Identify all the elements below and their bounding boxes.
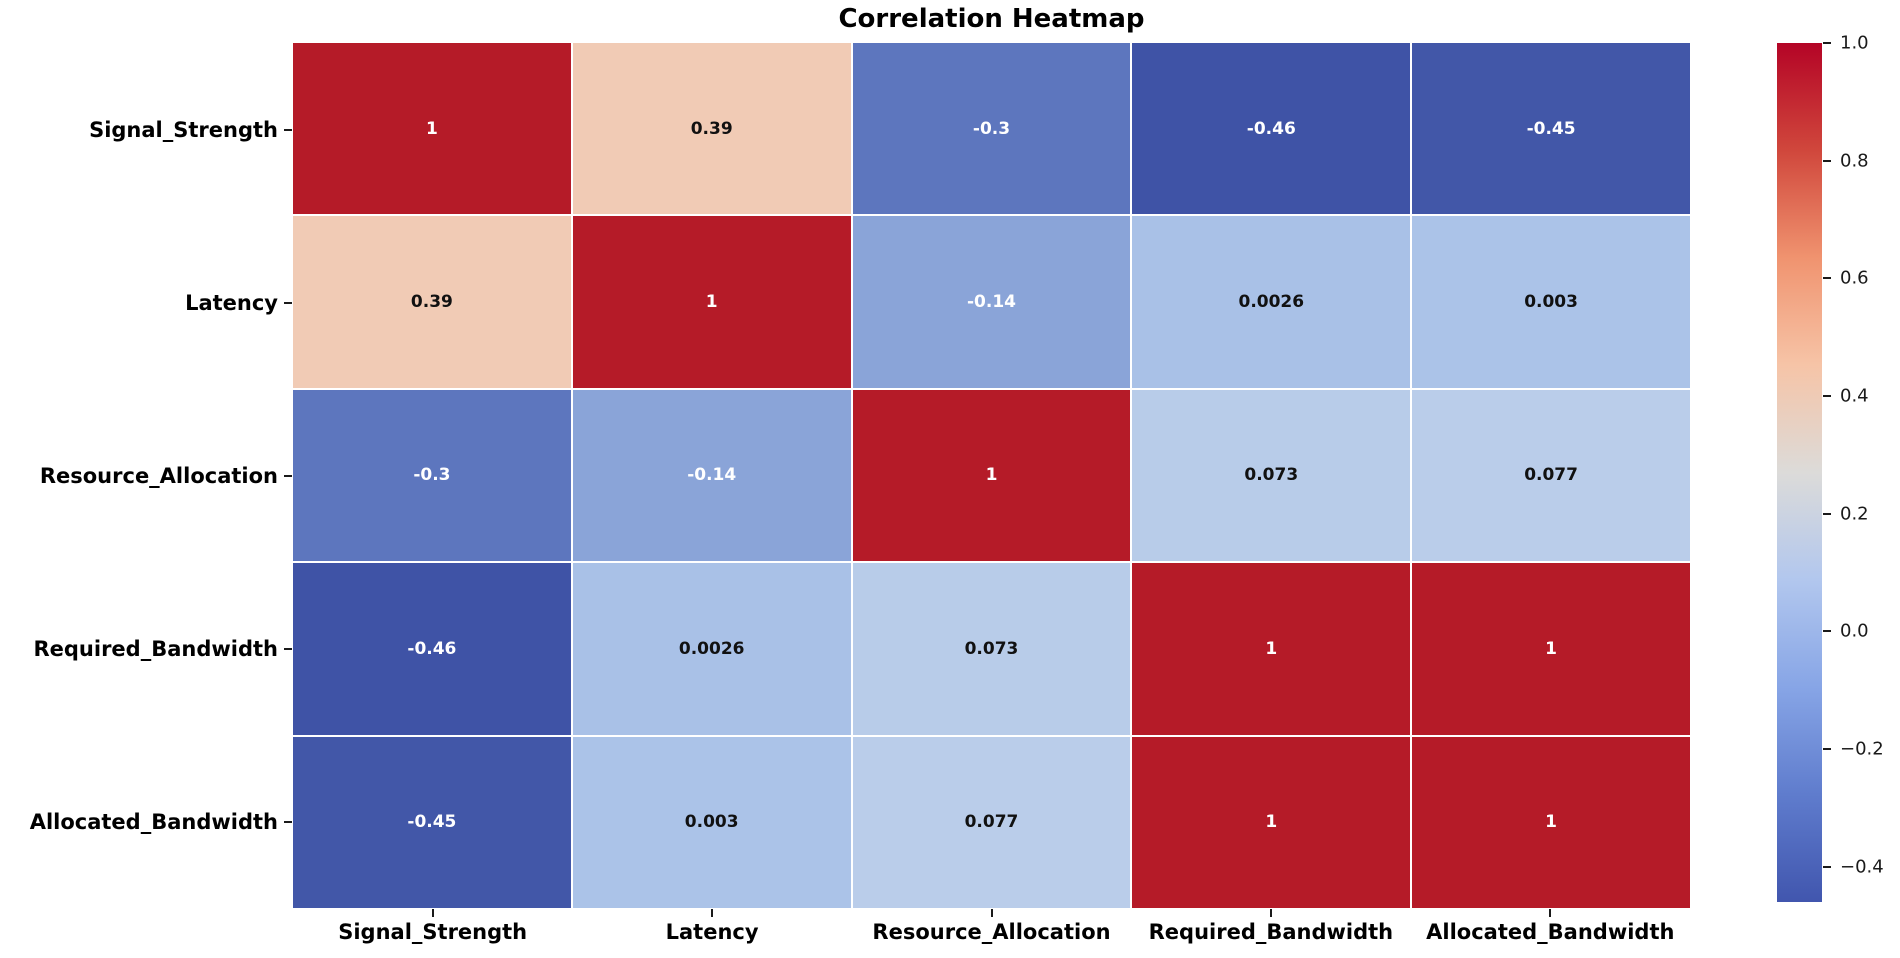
heatmap-cell-Signal_Strength-Signal_Strength: 1 [293,43,571,215]
heatmap-cell-Resource_Allocation-Allocated_Bandwidth: 0.077 [1412,389,1690,562]
x-tick-label-Signal_Strength: Signal_Strength [338,920,528,944]
y-tick-mark [284,647,292,650]
colorbar-tick-label-0.6: 0.6 [1840,267,1869,289]
heatmap-cell-Resource_Allocation-Resource_Allocation: 1 [852,389,1131,562]
colorbar-tick-mark [1823,42,1831,44]
colorbar-tick-mark [1823,630,1831,633]
x-tick-label-Required_Bandwidth: Required_Bandwidth [1148,920,1394,944]
y-tick-label-Latency: Latency [185,290,278,315]
x-tick-label-Resource_Allocation: Resource_Allocation [872,920,1111,944]
heatmap-cell-Required_Bandwidth-Resource_Allocation: 0.073 [852,563,1131,735]
heatmap-cell-Resource_Allocation-Latency: -0.14 [572,389,851,562]
colorbar-tick-mark [1823,512,1831,515]
heatmap-cell-Latency-Resource_Allocation: -0.14 [852,216,1131,388]
heatmap-cell-Required_Bandwidth-Signal_Strength: -0.46 [293,563,571,735]
heatmap-cell-Allocated_Bandwidth-Required_Bandwidth: 1 [1132,736,1411,908]
heatmap-grid: 1 0.39 -0.3 -0.46 -0.45 0.39 1 -0.14 0.0026 0.003… [293,43,1690,908]
heatmap-cell-Latency-Required_Bandwidth: 0.0026 [1132,216,1411,388]
y-tick-label-Signal_Strength: Signal_Strength [89,117,278,142]
x-tick-mark [711,909,714,917]
colorbar-tick-label-−0.4: −0.4 [1840,856,1884,878]
y-tick-mark [284,474,292,477]
heatmap-cell-Required_Bandwidth-Latency: 0.0026 [572,563,851,735]
colorbar-tick-mark [1823,865,1831,868]
chart-title: Correlation Heatmap [838,4,1145,34]
x-tick-mark [1269,909,1272,917]
heatmap-cell-Resource_Allocation-Signal_Strength: -0.3 [293,389,571,562]
colorbar-tick-mark [1823,159,1831,162]
heatmap-cell-Signal_Strength-Resource_Allocation: -0.3 [852,43,1131,215]
heatmap-cell-Latency-Allocated_Bandwidth: 0.003 [1412,216,1690,388]
heatmap-cell-Required_Bandwidth-Allocated_Bandwidth: 1 [1412,563,1690,735]
colorbar-tick-label-0.4: 0.4 [1840,385,1869,407]
heatmap-cell-Required_Bandwidth-Required_Bandwidth: 1 [1132,563,1411,735]
y-tick-label-Resource_Allocation: Resource_Allocation [39,463,278,488]
colorbar-tick-label-0.8: 0.8 [1840,150,1869,172]
y-tick-mark [284,128,292,131]
x-tick-mark [431,909,434,917]
x-tick-mark [990,909,993,917]
x-tick-mark [1549,909,1552,917]
colorbar-tick-mark [1823,748,1831,751]
y-tick-mark [284,301,292,304]
y-tick-label-Required_Bandwidth: Required_Bandwidth [33,636,278,661]
heatmap-cell-Resource_Allocation-Required_Bandwidth: 0.073 [1132,389,1411,562]
x-tick-label-Latency: Latency [665,920,759,944]
colorbar-tick-mark [1823,395,1831,397]
colorbar-tick-mark [1823,277,1831,280]
heatmap-cell-Allocated_Bandwidth-Allocated_Bandwidth: 1 [1412,736,1690,908]
heatmap-cell-Allocated_Bandwidth-Resource_Allocation: 0.077 [852,736,1131,908]
heatmap-cell-Signal_Strength-Latency: 0.39 [572,43,851,215]
heatmap-cell-Allocated_Bandwidth-Latency: 0.003 [572,736,851,908]
colorbar-tick-label-0.2: 0.2 [1840,503,1869,525]
colorbar [1777,43,1822,902]
heatmap-cell-Allocated_Bandwidth-Signal_Strength: -0.45 [293,736,571,908]
y-tick-mark [284,820,292,823]
colorbar-tick-label-0.0: 0.0 [1840,620,1869,642]
heatmap-cell-Latency-Signal_Strength: 0.39 [293,216,571,388]
x-tick-label-Allocated_Bandwidth: Allocated_Bandwidth [1426,920,1675,944]
colorbar-tick-label-1.0: 1.0 [1840,32,1869,54]
heatmap-cell-Latency-Latency: 1 [572,216,851,388]
colorbar-tick-label-−0.2: −0.2 [1840,738,1884,760]
y-tick-label-Allocated_Bandwidth: Allocated_Bandwidth [29,809,278,834]
heatmap-cell-Signal_Strength-Required_Bandwidth: -0.46 [1132,43,1411,215]
heatmap-cell-Signal_Strength-Allocated_Bandwidth: -0.45 [1412,43,1690,215]
